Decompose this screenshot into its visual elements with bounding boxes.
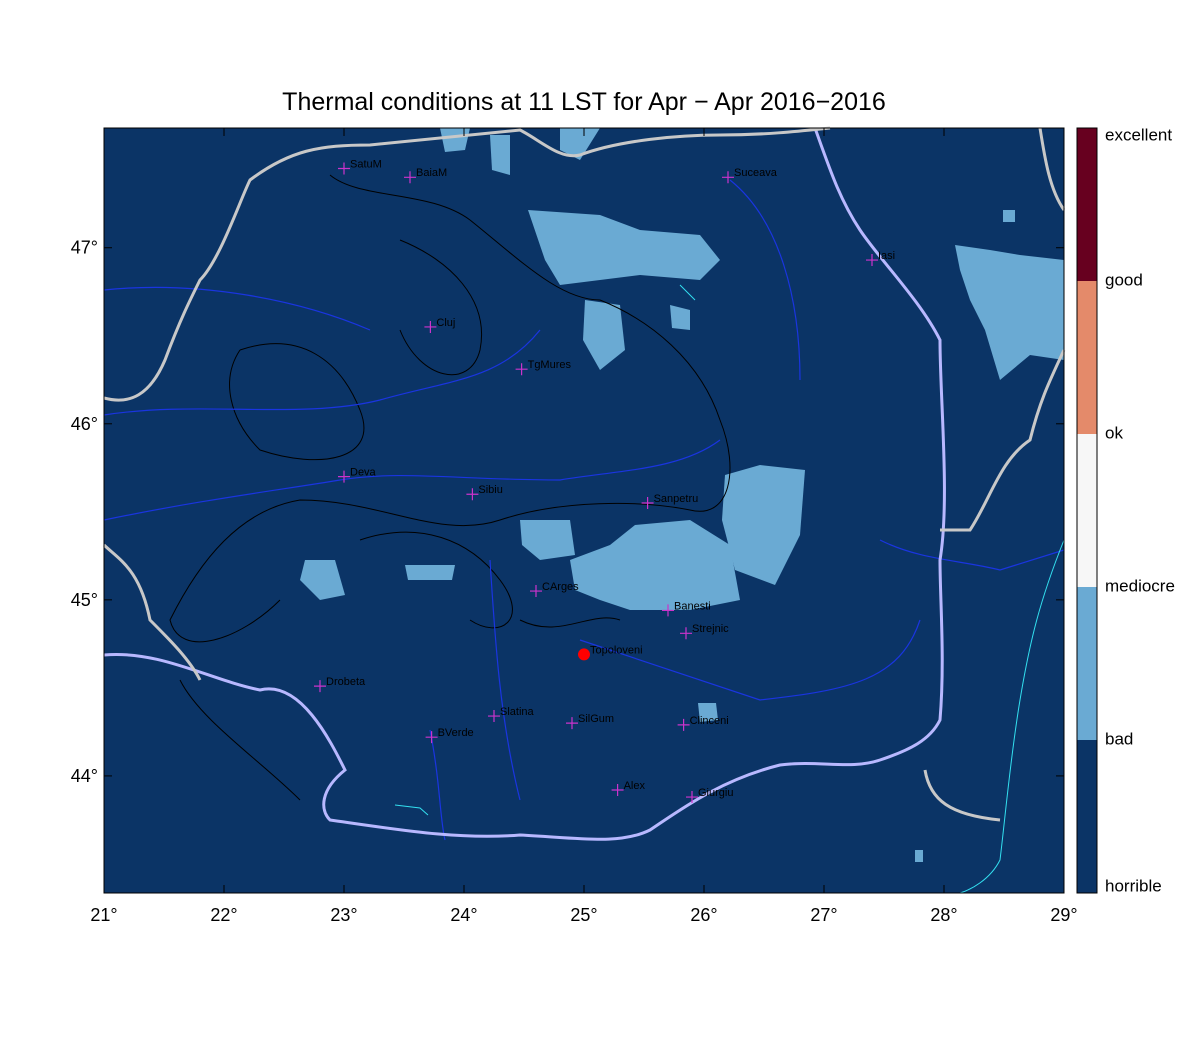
city-label: CArges [542, 581, 579, 593]
elevation-contours [169, 174, 731, 801]
city-marker [677, 718, 690, 731]
city-label: Sanpetru [654, 493, 699, 505]
country-borders [102, 126, 1066, 822]
colorbar-label: good [1105, 270, 1143, 289]
y-tick-label: 47° [71, 238, 98, 258]
city-label: Alex [624, 780, 646, 792]
city-marker [722, 171, 734, 184]
city-label: Iasi [878, 250, 895, 262]
coastline [394, 284, 1065, 894]
city-marker [338, 162, 350, 175]
colorbar-segment [1077, 587, 1097, 740]
city-marker [515, 363, 528, 376]
rivers [103, 179, 1065, 841]
x-tick-label: 28° [930, 905, 957, 925]
colorbar-label: horrible [1105, 876, 1162, 895]
city-marker [641, 497, 654, 510]
city-marker [866, 254, 878, 267]
chart-title: Thermal conditions at 11 LST for Apr − A… [282, 88, 886, 116]
city-marker [488, 710, 500, 723]
city-label: Suceava [734, 167, 778, 179]
x-tick-label: 27° [810, 905, 837, 925]
city-marker [314, 680, 326, 693]
y-tick-label: 46° [71, 414, 98, 434]
map-area [102, 126, 1066, 894]
city-marker [680, 627, 692, 640]
city-marker [338, 470, 350, 483]
colorbar-segment [1077, 740, 1097, 893]
city-label: Deva [350, 467, 377, 479]
colorbar-frame [1076, 127, 1098, 894]
colorbar-segment [1077, 128, 1097, 281]
city-label: Clinceni [690, 715, 729, 727]
city-label: SatuM [350, 158, 382, 170]
x-tick-label: 29° [1050, 905, 1077, 925]
city-label: BVerde [438, 727, 474, 739]
x-tick-label: 21° [90, 905, 117, 925]
city-label: BaiaM [416, 167, 447, 179]
city-label: Strejnic [692, 623, 729, 635]
colorbar-label: ok [1105, 423, 1123, 442]
city-marker [566, 717, 578, 730]
city-marker [662, 604, 674, 617]
x-tick-label: 26° [690, 905, 717, 925]
colorbar-label: bad [1105, 729, 1133, 748]
city-marker [530, 585, 542, 598]
bad-zones [300, 128, 1064, 862]
city-marker [686, 791, 698, 804]
x-tick-label: 24° [450, 905, 477, 925]
y-tick-label: 44° [71, 766, 98, 786]
city-label: SilGum [578, 713, 614, 725]
city-label: Topoloveni [590, 644, 643, 656]
city-marker [578, 648, 590, 661]
city-marker [425, 731, 438, 744]
city-label: Drobeta [326, 676, 366, 688]
city-marker [611, 784, 624, 797]
x-tick-label: 23° [330, 905, 357, 925]
city-label: TgMures [528, 359, 572, 371]
colorbar-label: mediocre [1105, 576, 1175, 595]
city-label: Giurgiu [698, 787, 733, 799]
city-marker [424, 320, 437, 333]
x-tick-label: 22° [210, 905, 237, 925]
city-label: Cluj [436, 317, 455, 329]
colorbar-segment [1077, 281, 1097, 434]
city-label: Slatina [500, 706, 535, 718]
y-tick-label: 45° [71, 590, 98, 610]
city-label: Banesti [674, 600, 711, 612]
colorbar-segment [1077, 434, 1097, 587]
city-marker [404, 171, 416, 184]
colorbar-label: excellent [1105, 125, 1172, 144]
city-label: Sibiu [478, 484, 502, 496]
city-marker [466, 488, 479, 501]
x-tick-label: 25° [570, 905, 597, 925]
border-rivers [103, 127, 946, 841]
